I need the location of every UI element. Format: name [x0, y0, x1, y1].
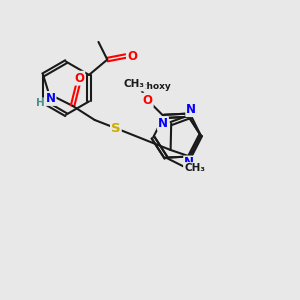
Text: O: O [127, 50, 137, 63]
Text: N: N [186, 103, 196, 116]
Text: O: O [74, 72, 84, 85]
Text: O: O [143, 94, 153, 107]
Text: N: N [184, 157, 194, 169]
Text: S: S [111, 122, 121, 135]
Text: CH₃: CH₃ [184, 163, 205, 173]
Text: H: H [36, 98, 45, 109]
Text: Methoxy: Methoxy [127, 82, 171, 91]
Text: N: N [158, 117, 168, 130]
Text: CH₃: CH₃ [124, 79, 145, 89]
Text: N: N [46, 92, 56, 105]
